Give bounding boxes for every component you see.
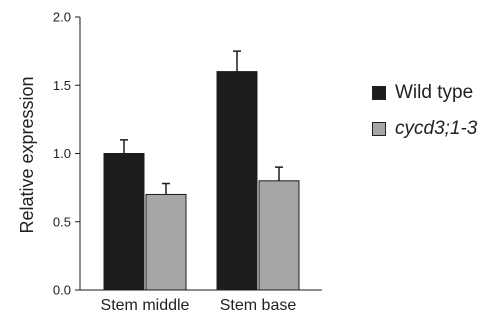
legend-label-mutant: cycd3;1-3 xyxy=(395,118,478,139)
y-axis-title: Relative expression xyxy=(17,76,37,233)
legend-item-mutant: cycd3;1-3 xyxy=(372,118,477,140)
x-tick-label: Stem base xyxy=(220,297,297,314)
y-tick-label: 0.0 xyxy=(53,283,71,298)
bar xyxy=(103,153,145,291)
bar xyxy=(216,71,258,291)
bar xyxy=(145,193,187,291)
legend: Wild type cycd3;1-3 xyxy=(372,82,477,154)
legend-swatch-mutant xyxy=(372,122,386,136)
x-tick-label: Stem middle xyxy=(101,297,190,314)
y-tick-label: 0.5 xyxy=(53,214,71,229)
legend-item-wild-type: Wild type xyxy=(372,82,477,104)
plot-area: Stem middle Stem base 0.0 0.5 1.0 1.5 2.0 xyxy=(53,10,322,314)
y-tick-label: 1.0 xyxy=(53,146,71,161)
bar xyxy=(258,180,300,291)
y-tick-label: 1.5 xyxy=(53,78,71,93)
y-tick-label: 2.0 xyxy=(53,10,71,25)
legend-swatch-wild-type xyxy=(372,86,386,100)
legend-label-wild-type: Wild type xyxy=(395,82,474,103)
